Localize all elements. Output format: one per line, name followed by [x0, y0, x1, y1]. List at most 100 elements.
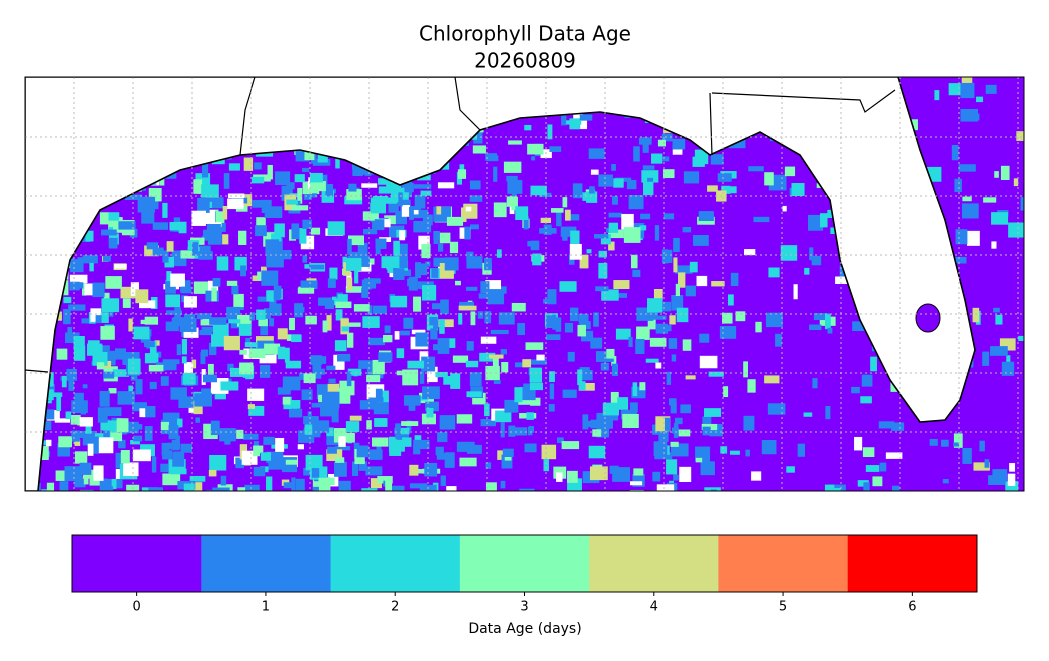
data-patch: [465, 360, 479, 368]
data-patch: [612, 196, 618, 205]
data-patch: [65, 411, 72, 419]
data-patch: [586, 249, 592, 254]
data-patch: [633, 468, 644, 476]
data-patch: [452, 355, 469, 363]
data-patch: [329, 267, 338, 280]
data-patch: [71, 430, 80, 438]
data-patch: [655, 323, 669, 334]
data-patch: [312, 363, 322, 379]
data-patch: [653, 288, 663, 305]
data-patch: [61, 375, 67, 388]
data-patch: [500, 349, 507, 355]
data-patch: [615, 328, 631, 340]
data-patch: [422, 285, 437, 301]
map-frame: [24, 76, 1025, 492]
data-patch: [139, 408, 146, 418]
data-patch: [356, 445, 369, 458]
data-patch: [425, 401, 439, 412]
data-patch: [69, 274, 88, 284]
data-patch: [403, 395, 421, 406]
data-patch: [854, 436, 863, 451]
data-patch: [727, 294, 734, 306]
data-patch: [547, 289, 557, 305]
data-patch: [286, 400, 301, 409]
data-patch: [500, 480, 506, 489]
data-patch: [426, 407, 434, 418]
data-patch: [671, 294, 684, 311]
data-patch: [381, 256, 400, 269]
data-patch: [206, 223, 221, 240]
data-patch: [366, 420, 372, 430]
data-patch: [413, 220, 432, 233]
data-patch: [180, 443, 192, 453]
data-patch: [201, 162, 209, 178]
data-patch: [729, 186, 737, 194]
data-patch: [851, 386, 860, 394]
data-patch: [297, 444, 304, 450]
data-patch: [528, 425, 535, 433]
data-patch: [722, 312, 733, 324]
data-patch: [466, 391, 482, 398]
data-patch: [764, 172, 774, 186]
data-patch: [378, 186, 393, 194]
data-patch: [403, 317, 414, 329]
data-patch: [457, 169, 467, 179]
data-patch: [167, 442, 173, 450]
data-patch: [366, 375, 381, 383]
data-patch: [407, 360, 425, 369]
data-patch: [97, 407, 108, 423]
data-patch: [180, 280, 191, 293]
data-patch: [549, 146, 562, 152]
data-patch: [629, 481, 643, 486]
data-patch: [200, 351, 206, 365]
data-patch: [484, 311, 492, 324]
data-patch: [458, 313, 463, 325]
data-patch: [536, 354, 545, 361]
data-patch: [879, 462, 887, 472]
data-patch: [608, 212, 622, 218]
data-patch: [546, 315, 556, 328]
data-patch: [99, 478, 108, 491]
data-patch: [503, 161, 522, 173]
data-patch: [301, 389, 313, 401]
data-patch: [58, 436, 73, 448]
data-patch: [656, 484, 675, 491]
data-patch: [685, 375, 696, 380]
data-patch: [303, 416, 319, 425]
data-patch: [865, 465, 880, 472]
data-patch: [79, 489, 94, 491]
data-patch: [258, 317, 268, 327]
data-patch: [149, 381, 157, 390]
data-patch: [592, 429, 602, 437]
tick-label: 0: [133, 600, 141, 615]
data-patch: [784, 166, 796, 177]
data-patch: [812, 378, 818, 389]
data-patch: [48, 384, 55, 394]
data-patch: [666, 325, 672, 332]
data-patch: [256, 309, 266, 320]
data-patch: [679, 466, 692, 483]
data-patch: [892, 485, 900, 491]
data-patch: [303, 467, 311, 476]
data-patch: [338, 480, 351, 491]
data-patch: [224, 439, 231, 445]
data-patch: [260, 364, 271, 378]
data-patch: [698, 211, 714, 222]
data-patch: [375, 246, 381, 255]
data-patch: [146, 242, 159, 250]
data-patch: [99, 345, 110, 359]
data-patch: [265, 239, 280, 255]
data-patch: [291, 205, 309, 211]
map-title: Chlorophyll Data Age: [419, 22, 631, 46]
data-patch: [543, 459, 550, 472]
data-patch: [238, 230, 247, 245]
data-patch: [244, 342, 258, 348]
data-patch: [650, 312, 658, 318]
data-patch: [522, 359, 532, 368]
data-patch: [314, 490, 329, 491]
data-patch: [487, 289, 505, 305]
data-patch: [942, 479, 949, 484]
data-patch: [199, 329, 213, 336]
data-patch: [623, 227, 641, 243]
data-patch: [399, 230, 406, 241]
